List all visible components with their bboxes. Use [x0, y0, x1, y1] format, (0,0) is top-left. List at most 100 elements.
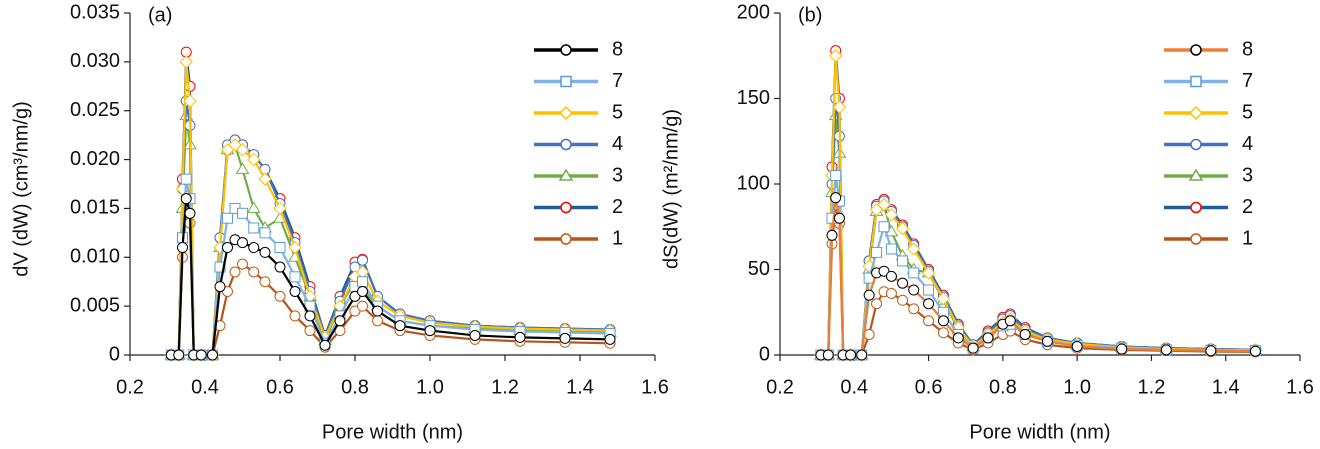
x-tick-label: 1.2	[1138, 376, 1166, 398]
y-tick-label: 0.030	[70, 50, 120, 72]
data-point	[274, 290, 286, 302]
data-point	[304, 310, 316, 322]
data-point	[826, 229, 838, 241]
data-point	[897, 255, 909, 267]
data-point	[248, 266, 260, 278]
data-point	[237, 207, 248, 219]
data-point	[246, 201, 261, 213]
data-point	[273, 201, 287, 216]
x-tick-label: 0.2	[766, 376, 794, 398]
legend-label: 5	[612, 101, 623, 123]
x-tick-label: 0.6	[915, 376, 943, 398]
data-point	[884, 208, 899, 222]
data-point	[1116, 343, 1128, 355]
data-point	[319, 339, 331, 351]
y-tick-label: 100	[737, 172, 770, 194]
data-point	[394, 320, 406, 332]
data-point	[822, 349, 834, 361]
data-point	[908, 303, 920, 315]
legend-label: 4	[612, 133, 623, 155]
y-tick-label: 0.025	[70, 99, 120, 121]
data-point	[184, 207, 196, 219]
data-point	[222, 212, 233, 224]
legend-label: 3	[612, 164, 623, 186]
data-point	[289, 271, 301, 283]
data-point	[357, 254, 368, 266]
data-point	[908, 267, 920, 279]
data-point	[274, 261, 286, 273]
legend-label: 3	[1242, 164, 1253, 186]
data-point	[856, 349, 868, 361]
data-point	[923, 315, 935, 327]
data-point	[952, 332, 964, 344]
legend-label: 8	[612, 38, 623, 60]
data-point	[908, 284, 920, 296]
data-point	[921, 266, 936, 280]
data-point	[288, 240, 302, 255]
data-point	[885, 270, 897, 282]
data-point	[229, 266, 241, 278]
legend-label: 5	[1242, 101, 1253, 123]
x-tick-label: 0.2	[116, 376, 144, 398]
legend-marker	[560, 44, 572, 56]
data-point	[235, 143, 250, 157]
data-point	[832, 100, 847, 114]
data-point	[604, 333, 616, 345]
data-point	[214, 281, 226, 293]
x-tick-label: 1.6	[641, 376, 669, 398]
data-point	[237, 258, 248, 270]
x-tick-label: 0.8	[989, 376, 1017, 398]
y-axis-label: dV (dW) (cm³/nm/g)	[10, 101, 32, 277]
y-tick-label: 0	[109, 343, 120, 365]
data-point	[937, 315, 949, 327]
x-tick-label: 0.8	[341, 376, 369, 398]
data-point	[183, 94, 197, 108]
data-point	[469, 329, 481, 341]
data-point	[334, 315, 346, 327]
y-tick-label: 0.035	[70, 1, 120, 23]
y-tick-label: 0	[759, 343, 770, 365]
y-axis-label: dS(dW) (m²/nm/g)	[660, 109, 682, 269]
data-point	[829, 49, 843, 63]
data-point	[1004, 315, 1016, 327]
legend-label: 1	[1242, 227, 1253, 249]
legend-label: 4	[1242, 133, 1253, 155]
data-point	[863, 289, 875, 301]
data-point	[514, 331, 526, 343]
legend-marker	[1190, 201, 1202, 214]
data-point	[289, 285, 301, 297]
legend-label: 7	[612, 70, 623, 92]
data-point	[1160, 344, 1172, 356]
x-tick-label: 0.4	[840, 376, 868, 398]
x-tick-label: 1.4	[1212, 376, 1240, 398]
legend-label: 7	[1242, 70, 1253, 92]
data-point	[878, 265, 890, 277]
legend-marker	[1190, 75, 1202, 88]
data-point	[830, 169, 842, 181]
data-point	[180, 173, 192, 185]
x-tick-label: 1.0	[416, 376, 444, 398]
data-point	[982, 332, 994, 344]
data-point	[357, 300, 368, 312]
data-point	[222, 242, 233, 254]
data-point	[923, 298, 935, 310]
x-tick-label: 1.0	[1063, 376, 1091, 398]
data-point	[304, 325, 316, 337]
legend-label: 8	[1242, 38, 1253, 60]
data-point	[1071, 340, 1083, 352]
panel-label: (a)	[148, 4, 172, 26]
y-tick-label: 0.015	[70, 197, 120, 219]
data-point	[1041, 335, 1053, 347]
legend-marker	[558, 168, 574, 181]
data-point	[833, 212, 845, 224]
data-point	[235, 162, 250, 174]
data-point	[289, 310, 301, 322]
data-point	[897, 294, 909, 306]
y-tick-label: 150	[737, 87, 770, 109]
data-point	[173, 349, 185, 361]
x-tick-label: 1.2	[491, 376, 519, 398]
y-tick-label: 200	[737, 1, 770, 23]
data-point	[237, 237, 248, 249]
data-point	[258, 172, 272, 186]
legend-marker	[560, 75, 572, 88]
